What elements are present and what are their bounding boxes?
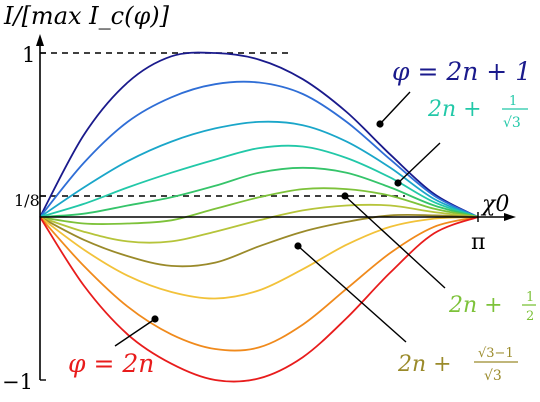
series-line-6	[39, 203, 479, 244]
leader-dot-sqrt3	[394, 179, 402, 187]
x-axis-arrow	[504, 213, 516, 221]
series-group	[39, 51, 479, 383]
label-bottom: φ = 2n	[68, 349, 154, 378]
series-line-9	[39, 216, 479, 352]
series-line-1	[39, 80, 479, 218]
label-half-num: 1	[526, 290, 534, 305]
series-line-10	[39, 216, 479, 383]
label-sqrt3-den: √3	[503, 115, 521, 131]
series-line-3	[39, 144, 479, 218]
label-sqrt3-prefix: 2n +	[427, 97, 482, 122]
series-line-0	[39, 51, 479, 218]
leader-line-half	[344, 195, 446, 289]
label-half-den: 2	[526, 309, 534, 324]
label-mix-prefix: 2n +	[397, 352, 452, 377]
x-tick-label-end: π	[471, 230, 485, 255]
y-tick-label-one-eighth: 1/8	[14, 191, 40, 210]
leader-dot-top	[376, 120, 384, 128]
leader-line-sqrt3	[397, 142, 441, 184]
leader-dot-bottom	[151, 315, 159, 323]
y-axis-arrow	[36, 34, 44, 46]
leader-line-top	[379, 91, 411, 125]
x-axis-label: χ0	[480, 192, 509, 217]
y-tick-label-bottom: −1	[2, 370, 33, 394]
label-sqrt3-num: 1	[509, 94, 517, 109]
series-line-4	[39, 166, 479, 218]
series-line-8	[39, 216, 479, 300]
label-half-prefix: 2n +	[448, 293, 503, 318]
series-line-7	[39, 213, 479, 268]
leader-line-mix	[297, 245, 407, 343]
series-line-2	[39, 120, 479, 218]
series-line-5	[39, 187, 479, 226]
label-mix-num: √3−1	[478, 346, 514, 361]
label-top: φ = 2n + 1	[392, 57, 531, 86]
y-axis-label: I/[max I_c(φ)]	[3, 2, 170, 30]
label-mix-den: √3	[484, 368, 502, 384]
leader-line-bottom	[114, 318, 156, 347]
leader-dot-mix	[294, 242, 302, 250]
leader-dot-half	[341, 192, 349, 200]
y-tick-label-top: 1	[22, 43, 35, 67]
